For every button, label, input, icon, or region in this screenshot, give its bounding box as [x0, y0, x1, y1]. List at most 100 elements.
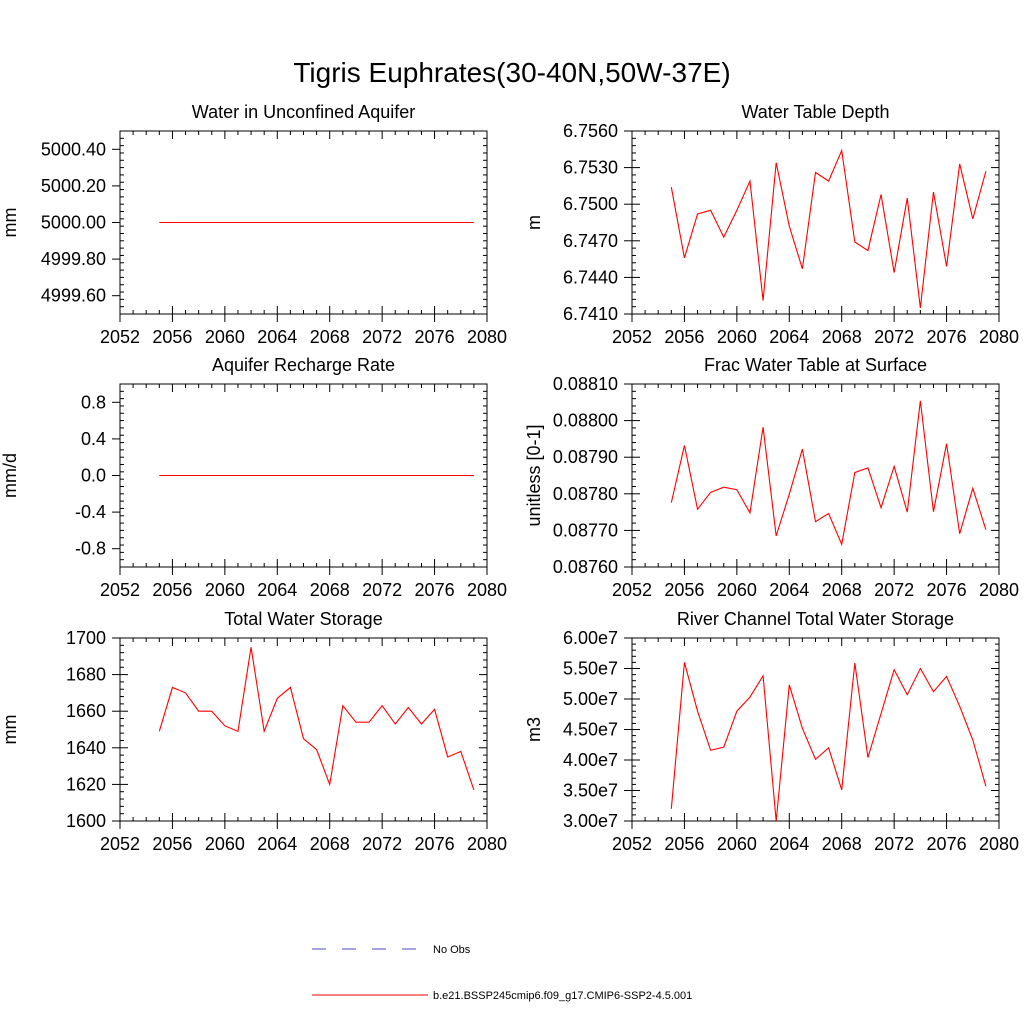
x-tick-label: 2080	[467, 327, 507, 347]
x-tick-label: 2080	[979, 834, 1019, 854]
y-tick-label: 5.00e7	[563, 689, 618, 709]
x-tick-label: 2052	[100, 580, 140, 600]
legend-label-model-run: b.e21.BSSP245cmip6.f09_g17.CMIP6-SSP2-4.…	[433, 990, 692, 1002]
x-tick-label: 2080	[979, 580, 1019, 600]
series-line	[670, 148, 987, 308]
y-axis-label: mm/d	[0, 453, 20, 498]
x-tick-label: 2056	[152, 834, 192, 854]
y-tick-label: 0.08810	[553, 374, 618, 394]
plot-frame	[631, 637, 1000, 822]
x-tick-label: 2072	[874, 834, 914, 854]
panels: Water in Unconfined Aquifer 2052 2056 2060 2…	[0, 102, 1019, 854]
panel-title: Total Water Storage	[224, 609, 382, 629]
x-tick-label: 2064	[257, 580, 297, 600]
y-tick-label: 6.7530	[563, 158, 618, 178]
x-tick-label: 2068	[822, 327, 862, 347]
legend: No Obs b.e21.BSSP245cmip6.f09_g17.CMIP6-…	[312, 944, 692, 1002]
x-tick-label: 2064	[769, 580, 809, 600]
y-tick-label: 1660	[66, 701, 106, 721]
x-tick-label: 2056	[664, 327, 704, 347]
x-tick-label: 2076	[415, 327, 455, 347]
y-tick-label: 3.50e7	[563, 781, 618, 801]
x-tick-label: 2080	[979, 327, 1019, 347]
x-tick-label: 2072	[362, 327, 402, 347]
x-tick-label: 2052	[612, 834, 652, 854]
y-tick-label: 1620	[66, 774, 106, 794]
y-tick-label: 5000.20	[41, 176, 106, 196]
x-tick-label: 2076	[415, 580, 455, 600]
x-tick-label: 2080	[467, 834, 507, 854]
y-tick-label: 4999.80	[41, 249, 106, 269]
x-tick-label: 2068	[310, 834, 350, 854]
panel-fracwt: Frac Water Table at Surface 2052 2056 2060 2…	[524, 355, 1019, 600]
y-tick-label: 6.7410	[563, 304, 618, 324]
y-axis-label: mm	[0, 208, 20, 238]
x-tick-label: 2064	[257, 327, 297, 347]
y-axis-label: m	[524, 215, 544, 230]
y-tick-label: 1700	[66, 628, 106, 648]
panel-wtd: Water Table Depth 2052 2056 2060 2064 2068 207…	[524, 102, 1019, 347]
x-tick-label: 2052	[612, 327, 652, 347]
y-tick-label: 5000.00	[41, 213, 106, 233]
y-tick-label: 0.08760	[553, 557, 618, 577]
x-tick-label: 2068	[310, 327, 350, 347]
x-tick-label: 2060	[205, 327, 245, 347]
series-line	[158, 647, 475, 791]
plot-frame	[631, 383, 1000, 568]
panel-title: Water Table Depth	[741, 102, 889, 122]
y-tick-label: 6.7470	[563, 231, 618, 251]
x-tick-label: 2072	[362, 834, 402, 854]
x-tick-label: 2052	[100, 834, 140, 854]
y-tick-label: 1600	[66, 811, 106, 831]
y-tick-label: 6.7440	[563, 267, 618, 287]
x-tick-label: 2072	[874, 580, 914, 600]
x-tick-label: 2056	[152, 580, 192, 600]
panel-title: Frac Water Table at Surface	[704, 355, 927, 375]
y-tick-label: 5.50e7	[563, 659, 618, 679]
x-tick-label: 2060	[205, 580, 245, 600]
x-tick-label: 2076	[415, 834, 455, 854]
x-tick-label: 2060	[717, 580, 757, 600]
y-tick-label: 0.08800	[553, 411, 618, 431]
y-tick-label: 6.7560	[563, 121, 618, 141]
y-tick-label: 3.00e7	[563, 811, 618, 831]
x-tick-label: 2076	[927, 580, 967, 600]
y-tick-label: 1640	[66, 738, 106, 758]
y-tick-label: -0.4	[75, 502, 106, 522]
y-tick-label: 6.00e7	[563, 628, 618, 648]
x-tick-label: 2064	[257, 834, 297, 854]
y-tick-label: -0.8	[75, 539, 106, 559]
y-tick-label: 0.08770	[553, 520, 618, 540]
legend-entry-model-run: b.e21.BSSP245cmip6.f09_g17.CMIP6-SSP2-4.…	[312, 990, 692, 1002]
panel-tws: Total Water Storage 2052 2056 2060 2064 2068 2…	[0, 609, 507, 854]
panel-river: River Channel Total Water Storage 2052 205…	[524, 609, 1019, 854]
x-tick-label: 2068	[310, 580, 350, 600]
x-tick-label: 2064	[769, 834, 809, 854]
y-tick-label: 4.50e7	[563, 720, 618, 740]
legend-entry-no-obs: No Obs	[312, 944, 471, 956]
x-tick-label: 2072	[362, 580, 402, 600]
x-tick-label: 2076	[927, 327, 967, 347]
y-tick-label: 6.7500	[563, 194, 618, 214]
x-tick-label: 2080	[467, 580, 507, 600]
y-tick-label: 5000.40	[41, 139, 106, 159]
figure-title: Tigris Euphrates(30-40N,50W-37E)	[293, 57, 730, 88]
y-tick-label: 0.0	[81, 466, 106, 486]
y-tick-label: 4999.60	[41, 286, 106, 306]
y-axis-label: mm	[0, 715, 20, 745]
y-tick-label: 0.08780	[553, 484, 618, 504]
y-tick-label: 4.00e7	[563, 750, 618, 770]
x-tick-label: 2052	[612, 580, 652, 600]
panel-title: Water in Unconfined Aquifer	[192, 102, 415, 122]
series-line	[670, 400, 987, 547]
x-tick-label: 2072	[874, 327, 914, 347]
y-axis-label: m3	[524, 717, 544, 742]
x-tick-label: 2056	[664, 834, 704, 854]
plot-frame	[119, 637, 488, 822]
y-tick-label: 1680	[66, 665, 106, 685]
legend-label-no-obs: No Obs	[433, 944, 471, 956]
panel-title: Aquifer Recharge Rate	[212, 355, 395, 375]
y-tick-label: 0.08790	[553, 447, 618, 467]
